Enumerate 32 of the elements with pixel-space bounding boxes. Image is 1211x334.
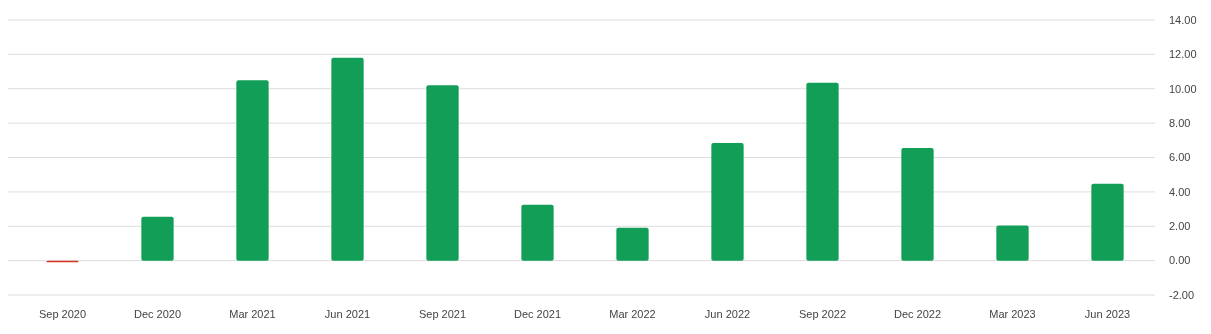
y-tick-label: 10.00 — [1169, 82, 1197, 95]
bar — [426, 85, 459, 261]
y-tick-label: 4.00 — [1169, 185, 1191, 198]
x-tick-label: Sep 2021 — [418, 308, 467, 320]
bar — [141, 216, 174, 261]
x-tick-label: Dec 2020 — [133, 308, 182, 320]
bar — [331, 57, 364, 261]
x-tick-label: Sep 2022 — [798, 308, 847, 320]
x-tick-label: Mar 2022 — [609, 308, 656, 320]
x-tick-label: Mar 2021 — [229, 308, 276, 320]
bar — [996, 225, 1029, 261]
bar — [236, 80, 269, 261]
x-tick-label: Jun 2023 — [1084, 308, 1131, 320]
bar — [616, 227, 649, 261]
bar — [521, 204, 554, 261]
x-tick-label: Sep 2020 — [38, 308, 87, 320]
bar — [901, 148, 934, 261]
y-tick-label: 8.00 — [1169, 116, 1191, 129]
y-tick-label: 6.00 — [1169, 151, 1191, 164]
x-tick-label: Jun 2021 — [324, 308, 371, 320]
y-tick-label: -2.00 — [1169, 288, 1195, 301]
bar — [806, 82, 839, 261]
x-tick-label: Jun 2022 — [704, 308, 751, 320]
x-tick-label: Dec 2022 — [893, 308, 942, 320]
bar — [1091, 183, 1124, 261]
y-tick-label: 0.00 — [1169, 254, 1191, 267]
y-tick-label: 14.00 — [1169, 13, 1197, 26]
y-tick-label: 12.00 — [1169, 48, 1197, 61]
x-tick-label: Dec 2021 — [513, 308, 562, 320]
x-tick-label: Mar 2023 — [989, 308, 1036, 320]
bar — [711, 142, 744, 261]
y-tick-label: 2.00 — [1169, 220, 1191, 233]
